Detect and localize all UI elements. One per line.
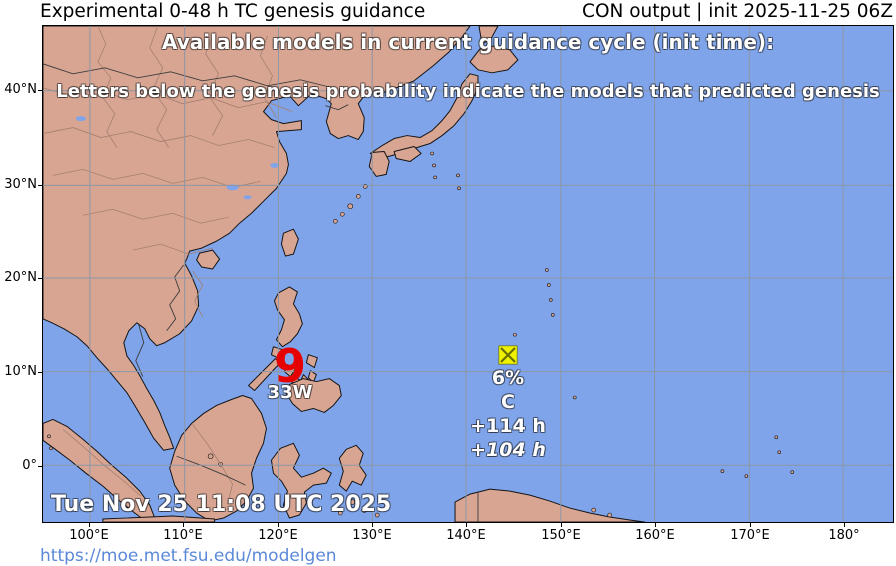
pacific-basemap: Available models in current guidance cyc… [42, 25, 894, 523]
landmass-java [102, 515, 216, 522]
lon-tick-label: 160°E [635, 528, 675, 543]
tick-mark [38, 278, 42, 279]
tropical-cyclone-icon: 9 [273, 339, 306, 393]
landmass-kyushu [368, 150, 390, 177]
province-borders [43, 26, 293, 505]
genesis-models: C [501, 391, 515, 413]
tick-mark [38, 185, 42, 186]
tick-mark [844, 523, 845, 527]
tick-mark [655, 523, 656, 527]
landmass-sakhalin [478, 26, 499, 45]
storm-id-label: 33W [267, 382, 313, 403]
island-palawan [248, 358, 281, 392]
tick-mark [89, 523, 90, 527]
genesis-lead-time-2: +104 h [470, 439, 546, 461]
banner-note: Letters below the genesis probability in… [56, 81, 880, 102]
graticule [43, 26, 893, 522]
tick-mark [561, 523, 562, 527]
lon-tick-label: 180° [828, 528, 860, 543]
coastline-map [43, 26, 893, 522]
genesis-area: 6% C +114 h +104 h [447, 344, 569, 462]
lat-tick-label: 0° [22, 458, 37, 473]
genesis-marker-icon [498, 345, 518, 365]
page-title: Experimental 0-48 h TC genesis guidance [40, 1, 426, 22]
lon-tick-label: 140°E [446, 528, 486, 543]
landmass-luzon [273, 286, 303, 348]
tick-mark [38, 90, 42, 91]
island-samar [305, 354, 318, 369]
lon-tick-label: 150°E [541, 528, 581, 543]
genesis-lead-time-1: +114 h [470, 415, 546, 437]
genesis-probability: 6% [491, 367, 525, 389]
tick-mark [278, 523, 279, 527]
island-panay [283, 364, 296, 378]
landmass-shikoku [393, 146, 422, 162]
lon-tick-label: 170°E [730, 528, 770, 543]
lat-tick-label: 20°N [4, 270, 37, 285]
tick-mark [38, 466, 42, 467]
landmass-sulawesi [270, 442, 332, 519]
landmass-asia [43, 26, 471, 451]
lon-tick-label: 130°E [352, 528, 392, 543]
init-cycle-label: CON output | init 2025-11-25 06Z [582, 1, 893, 22]
issue-timestamp: Tue Nov 25 11:08 UTC 2025 [51, 492, 392, 517]
lon-tick-label: 110°E [163, 528, 203, 543]
tick-mark [183, 523, 184, 527]
landmass-hainan [196, 249, 221, 270]
lat-tick-label: 10°N [4, 364, 37, 379]
lon-tick-label: 120°E [258, 528, 298, 543]
landmass-mindanao [285, 378, 342, 413]
landmass-new-guinea [454, 488, 646, 522]
island-mindoro [270, 346, 283, 360]
lon-tick-label: 100°E [69, 528, 109, 543]
source-url[interactable]: https://moe.met.fsu.edu/modelgen [40, 546, 337, 566]
tick-mark [38, 372, 42, 373]
national-borders [43, 63, 479, 522]
tick-mark [750, 523, 751, 527]
landmass-halmahera [338, 444, 367, 492]
landmass-borneo [169, 395, 267, 522]
tick-mark [372, 523, 373, 527]
banner-heading: Available models in current guidance cyc… [161, 30, 775, 54]
lat-tick-label: 40°N [4, 82, 37, 97]
lat-tick-label: 30°N [4, 177, 37, 192]
tick-mark [466, 523, 467, 527]
landmass-hokkaido [469, 45, 519, 74]
landmass-taiwan [280, 228, 299, 257]
